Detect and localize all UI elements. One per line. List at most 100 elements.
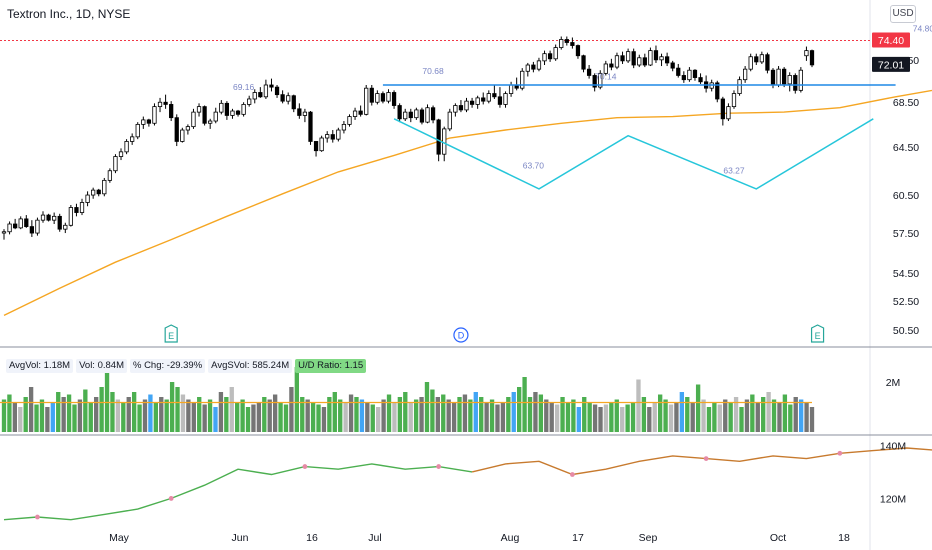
candle-body	[375, 93, 380, 103]
candle-body	[397, 105, 402, 120]
volume-bar	[788, 404, 793, 432]
volume-bar	[316, 404, 321, 432]
candle-body	[91, 189, 96, 196]
price-label-bg	[872, 32, 910, 48]
volume-bar	[381, 399, 386, 432]
candle	[408, 108, 413, 123]
candle-body	[219, 102, 224, 113]
candle-body	[737, 79, 742, 94]
candle-body	[63, 224, 68, 230]
candle-body	[202, 106, 207, 124]
candle-body	[325, 134, 330, 139]
candle	[765, 52, 770, 74]
candle	[230, 108, 235, 119]
volume-bar	[598, 407, 603, 432]
candle	[358, 105, 363, 117]
candle	[793, 73, 798, 94]
candle-body	[547, 53, 553, 60]
candle-body	[403, 111, 408, 120]
volume-bar	[370, 404, 375, 432]
volume-bar	[224, 397, 229, 432]
candle-body	[659, 56, 664, 61]
candle	[352, 107, 358, 120]
candle-body	[213, 111, 218, 122]
candle	[486, 90, 491, 104]
candle-body	[230, 110, 235, 116]
volume-bar	[50, 402, 55, 432]
volume-bar	[565, 402, 571, 432]
volume-bar	[121, 402, 126, 432]
volume-bar	[72, 404, 77, 432]
volume-bar	[451, 402, 457, 432]
candle	[85, 191, 90, 207]
candle	[414, 107, 419, 120]
candle-body	[748, 56, 753, 70]
volume-bar	[782, 394, 788, 432]
marker-label: E	[815, 331, 821, 341]
volume-bar	[609, 402, 614, 432]
price-annotation: 74.80	[913, 23, 932, 33]
candle	[347, 114, 352, 127]
candle	[52, 212, 57, 225]
candle-body	[252, 92, 257, 100]
volume-bar	[18, 407, 23, 432]
volume-bar	[793, 397, 798, 432]
volume-bar	[701, 399, 706, 432]
candle	[536, 57, 542, 72]
candle	[313, 141, 319, 157]
volume-bar	[94, 397, 99, 432]
volume-bar	[310, 402, 316, 432]
volume-bar	[153, 402, 159, 432]
candle-body	[24, 218, 29, 227]
candle-body	[274, 86, 280, 96]
volume-bar	[744, 399, 750, 432]
candle-body	[620, 55, 625, 62]
candle-body	[174, 117, 179, 142]
candle-body	[765, 54, 770, 71]
volume-bar	[300, 397, 305, 432]
candle-body	[313, 141, 319, 152]
candle	[598, 70, 603, 90]
volume-bar	[207, 399, 213, 432]
price-label: 72.01	[872, 56, 910, 72]
candle-body	[520, 70, 525, 89]
candle	[782, 67, 787, 88]
candle-body	[130, 136, 135, 142]
volume-bar	[251, 404, 256, 432]
price-label-text: 72.01	[878, 59, 904, 71]
volume-bar	[538, 394, 544, 432]
candle	[637, 54, 642, 68]
candle-body	[759, 54, 764, 63]
volume-bar	[386, 394, 392, 432]
candle-body	[302, 111, 308, 116]
volume-bar	[473, 392, 478, 432]
volume-bar	[560, 397, 565, 432]
candle-body	[559, 39, 564, 48]
currency-button[interactable]: USD	[890, 5, 916, 23]
candle-body	[364, 87, 369, 115]
candle-body	[18, 218, 23, 229]
candle	[124, 139, 129, 155]
candle	[224, 101, 230, 120]
candle-body	[542, 53, 547, 62]
candle	[274, 84, 280, 98]
rs-axis-label: 120M	[880, 493, 906, 505]
candle-body	[442, 128, 447, 155]
candle	[687, 67, 692, 82]
volume-bar	[582, 397, 587, 432]
candle-body	[185, 126, 191, 131]
y-tick-label: 60.50	[893, 190, 919, 202]
candle-body	[531, 64, 536, 70]
y-tick-label: 57.50	[893, 228, 919, 240]
candle-body	[102, 179, 107, 195]
candle	[174, 114, 179, 147]
candle	[614, 52, 620, 70]
y-tick-label: 68.50	[893, 97, 919, 109]
volume-bar	[533, 392, 538, 432]
candle	[263, 79, 269, 99]
volume-bar	[305, 399, 310, 432]
candle-body	[224, 102, 230, 116]
volume-bar	[354, 397, 359, 432]
volume-bar	[45, 407, 50, 432]
candle-body	[581, 55, 586, 70]
